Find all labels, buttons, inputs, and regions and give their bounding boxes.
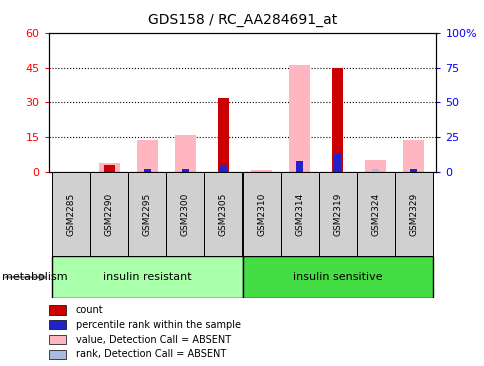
Bar [204,172,242,256]
Bar [371,169,378,172]
Bar [242,256,432,298]
Bar [48,320,66,329]
Text: GSM2300: GSM2300 [181,193,190,236]
Bar [48,350,66,359]
Bar [318,172,356,256]
Text: rank, Detection Call = ABSENT: rank, Detection Call = ABSENT [76,350,226,359]
Text: GSM2324: GSM2324 [370,193,379,236]
Text: GSM2319: GSM2319 [333,193,341,236]
Bar [364,160,385,172]
Bar [136,139,157,172]
Bar [144,169,151,172]
Bar [280,172,318,256]
Text: GSM2314: GSM2314 [294,193,303,236]
Bar [52,256,242,298]
Bar [288,66,309,172]
Bar [104,165,115,172]
Bar [333,154,340,172]
Bar [182,169,188,172]
Bar [48,335,66,344]
Text: GSM2290: GSM2290 [105,193,114,236]
Bar [220,165,227,172]
Text: GSM2285: GSM2285 [67,193,76,236]
Text: GSM2305: GSM2305 [219,193,227,236]
Text: insulin resistant: insulin resistant [103,272,191,282]
Text: GSM2295: GSM2295 [143,193,151,236]
Bar [251,170,272,172]
Text: metabolism: metabolism [2,272,68,282]
Text: GSM2329: GSM2329 [408,193,417,236]
Bar [402,139,424,172]
Bar [356,172,394,256]
Bar [166,172,204,256]
Bar [90,172,128,256]
Bar [99,163,120,172]
Bar [394,172,432,256]
Text: count: count [76,305,103,315]
Bar [296,161,302,172]
Bar [52,172,90,256]
Bar [331,68,343,172]
Text: GSM2310: GSM2310 [257,193,265,236]
Bar [242,172,280,256]
Bar [175,135,196,172]
Bar [48,305,66,314]
Text: insulin sensitive: insulin sensitive [292,272,381,282]
Bar [409,169,416,172]
Text: percentile rank within the sample: percentile rank within the sample [76,320,240,330]
Bar [217,98,229,172]
Text: value, Detection Call = ABSENT: value, Detection Call = ABSENT [76,335,230,345]
Text: GDS158 / RC_AA284691_at: GDS158 / RC_AA284691_at [148,13,336,27]
Bar [182,169,188,172]
Bar [409,169,416,172]
Bar [128,172,166,256]
